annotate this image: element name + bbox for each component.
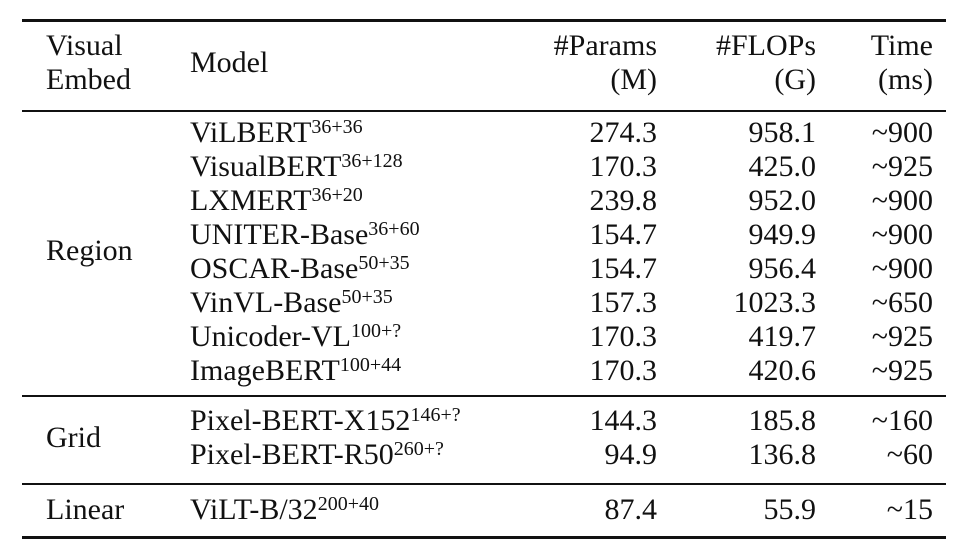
model-token-counts: 36+128 bbox=[341, 150, 403, 172]
params-value: 94.9 bbox=[604, 438, 658, 471]
header-time-line2: (ms) bbox=[878, 63, 933, 96]
header-visual-embed-line2: Embed bbox=[46, 63, 131, 96]
time-value: ~900 bbox=[871, 252, 933, 285]
model-name: VinVL-Base50+35 bbox=[190, 286, 393, 319]
flops-value: 185.8 bbox=[748, 404, 817, 437]
region-grid-rule bbox=[22, 395, 946, 397]
group-label-linear: Linear bbox=[46, 493, 125, 526]
model-name: VisualBERT36+128 bbox=[190, 150, 403, 183]
model-name: Pixel-BERT-X152146+? bbox=[190, 404, 461, 437]
model-name: Unicoder-VL100+? bbox=[190, 320, 402, 353]
header-flops-line2: (G) bbox=[774, 63, 816, 96]
header-model: Model bbox=[190, 46, 269, 79]
flops-value: 952.0 bbox=[748, 184, 817, 217]
model-name: Pixel-BERT-R50260+? bbox=[190, 438, 444, 471]
flops-value: 425.0 bbox=[748, 150, 817, 183]
params-value: 87.4 bbox=[604, 493, 658, 526]
top-rule bbox=[22, 19, 946, 22]
params-value: 170.3 bbox=[589, 354, 658, 387]
time-value: ~160 bbox=[871, 404, 933, 437]
header-params-line2: (M) bbox=[610, 63, 657, 96]
model-name: ViLT-B/32200+40 bbox=[190, 493, 379, 526]
params-value: 170.3 bbox=[589, 320, 658, 353]
group-label-region: Region bbox=[46, 234, 133, 267]
flops-value: 958.1 bbox=[748, 116, 817, 149]
model-token-counts: 146+? bbox=[410, 404, 461, 426]
time-value: ~925 bbox=[871, 354, 933, 387]
time-value: ~900 bbox=[871, 218, 933, 251]
flops-value: 55.9 bbox=[763, 493, 817, 526]
model-name: UNITER-Base36+60 bbox=[190, 218, 420, 251]
model-token-counts: 200+40 bbox=[317, 493, 379, 515]
time-value: ~60 bbox=[886, 438, 933, 471]
time-value: ~900 bbox=[871, 184, 933, 217]
model-name: ImageBERT100+44 bbox=[190, 354, 402, 387]
model-token-counts: 36+36 bbox=[311, 116, 363, 138]
model-token-counts: 50+35 bbox=[341, 286, 393, 308]
grid-linear-rule bbox=[22, 483, 946, 485]
time-value: ~15 bbox=[886, 493, 933, 526]
params-value: 239.8 bbox=[589, 184, 658, 217]
group-label-grid: Grid bbox=[46, 421, 101, 454]
flops-value: 1023.3 bbox=[733, 286, 817, 319]
model-name: LXMERT36+20 bbox=[190, 184, 363, 217]
params-value: 170.3 bbox=[589, 150, 658, 183]
params-value: 144.3 bbox=[589, 404, 658, 437]
model-token-counts: 50+35 bbox=[358, 252, 410, 274]
model-name: OSCAR-Base50+35 bbox=[190, 252, 410, 285]
bottom-rule bbox=[22, 536, 946, 539]
flops-value: 956.4 bbox=[748, 252, 817, 285]
model-token-counts: 36+20 bbox=[311, 184, 363, 206]
header-visual-embed-line1: Visual bbox=[46, 29, 123, 62]
params-value: 154.7 bbox=[589, 218, 658, 251]
params-value: 274.3 bbox=[589, 116, 658, 149]
flops-value: 419.7 bbox=[748, 320, 817, 353]
params-value: 157.3 bbox=[589, 286, 658, 319]
params-value: 154.7 bbox=[589, 252, 658, 285]
header-params-line1: #Params bbox=[553, 29, 657, 62]
model-token-counts: 100+? bbox=[351, 320, 402, 342]
time-value: ~650 bbox=[871, 286, 933, 319]
flops-value: 420.6 bbox=[748, 354, 817, 387]
model-token-counts: 260+? bbox=[393, 438, 444, 460]
time-value: ~900 bbox=[871, 116, 933, 149]
model-name: ViLBERT36+36 bbox=[190, 116, 363, 149]
time-value: ~925 bbox=[871, 320, 933, 353]
model-token-counts: 100+44 bbox=[339, 354, 402, 376]
header-rule bbox=[22, 110, 946, 112]
flops-value: 949.9 bbox=[748, 218, 817, 251]
header-time-line1: Time bbox=[870, 29, 933, 62]
time-value: ~925 bbox=[871, 150, 933, 183]
flops-value: 136.8 bbox=[748, 438, 817, 471]
header-flops-line1: #FLOPs bbox=[715, 29, 816, 62]
model-token-counts: 36+60 bbox=[368, 218, 420, 240]
